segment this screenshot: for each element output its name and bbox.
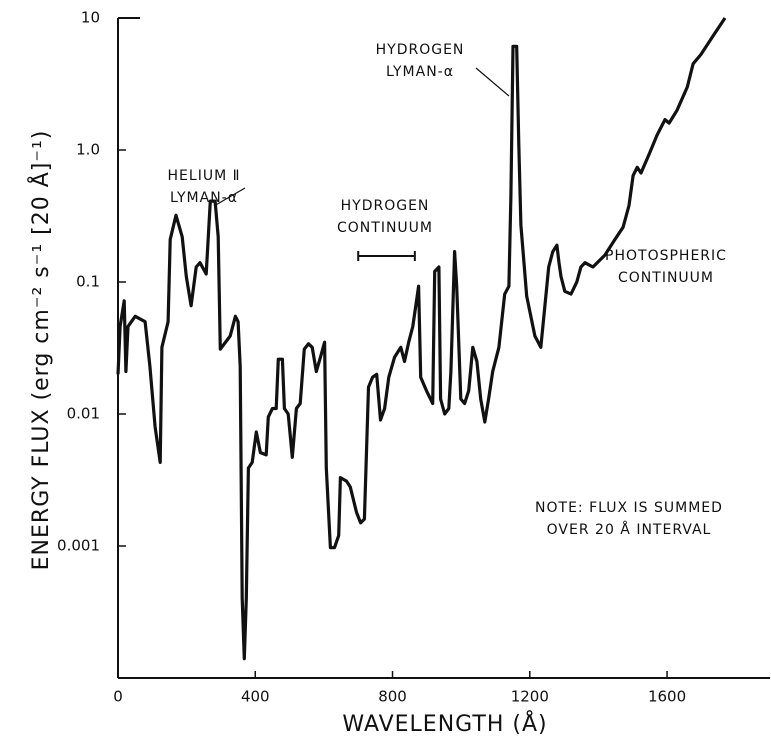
x-tick-label: 400: [241, 688, 270, 706]
annotation: NOTE: FLUX IS SUMMED: [535, 500, 723, 516]
annotation: LYMAN-α: [386, 64, 454, 80]
annotation: HELIUM Ⅱ: [168, 168, 241, 184]
arrow: [475, 67, 510, 97]
y-tick-label: 10: [81, 9, 100, 27]
x-axis-title: WAVELENGTH (Å): [342, 710, 547, 737]
x-tick-label: 1200: [511, 688, 549, 706]
annotation: HYDROGEN: [341, 198, 430, 214]
annotation: CONTINUUM: [337, 220, 433, 236]
y-tick-label: 0.001: [57, 537, 100, 555]
y-tick-label: 0.01: [67, 405, 100, 423]
annotation: LYMAN-α: [170, 190, 238, 206]
y-axis-title: ENERGY FLUX (erg cm⁻² s⁻¹ [20 Å]⁻¹): [27, 130, 54, 571]
data-line: [116, 17, 727, 661]
y-tick-label: 0.1: [76, 273, 100, 291]
annotation: OVER 20 Å INTERVAL: [547, 521, 712, 538]
x-tick-label: 800: [378, 688, 407, 706]
annotation: PHOTOSPHERIC: [605, 248, 727, 264]
y-tick-label: 1.0: [76, 141, 100, 159]
annotation: CONTINUUM: [618, 270, 714, 286]
x-tick-label: 0: [113, 688, 123, 706]
x-tick-label: 1600: [648, 688, 686, 706]
arrow: [213, 187, 246, 207]
annotation: HYDROGEN: [376, 42, 465, 58]
